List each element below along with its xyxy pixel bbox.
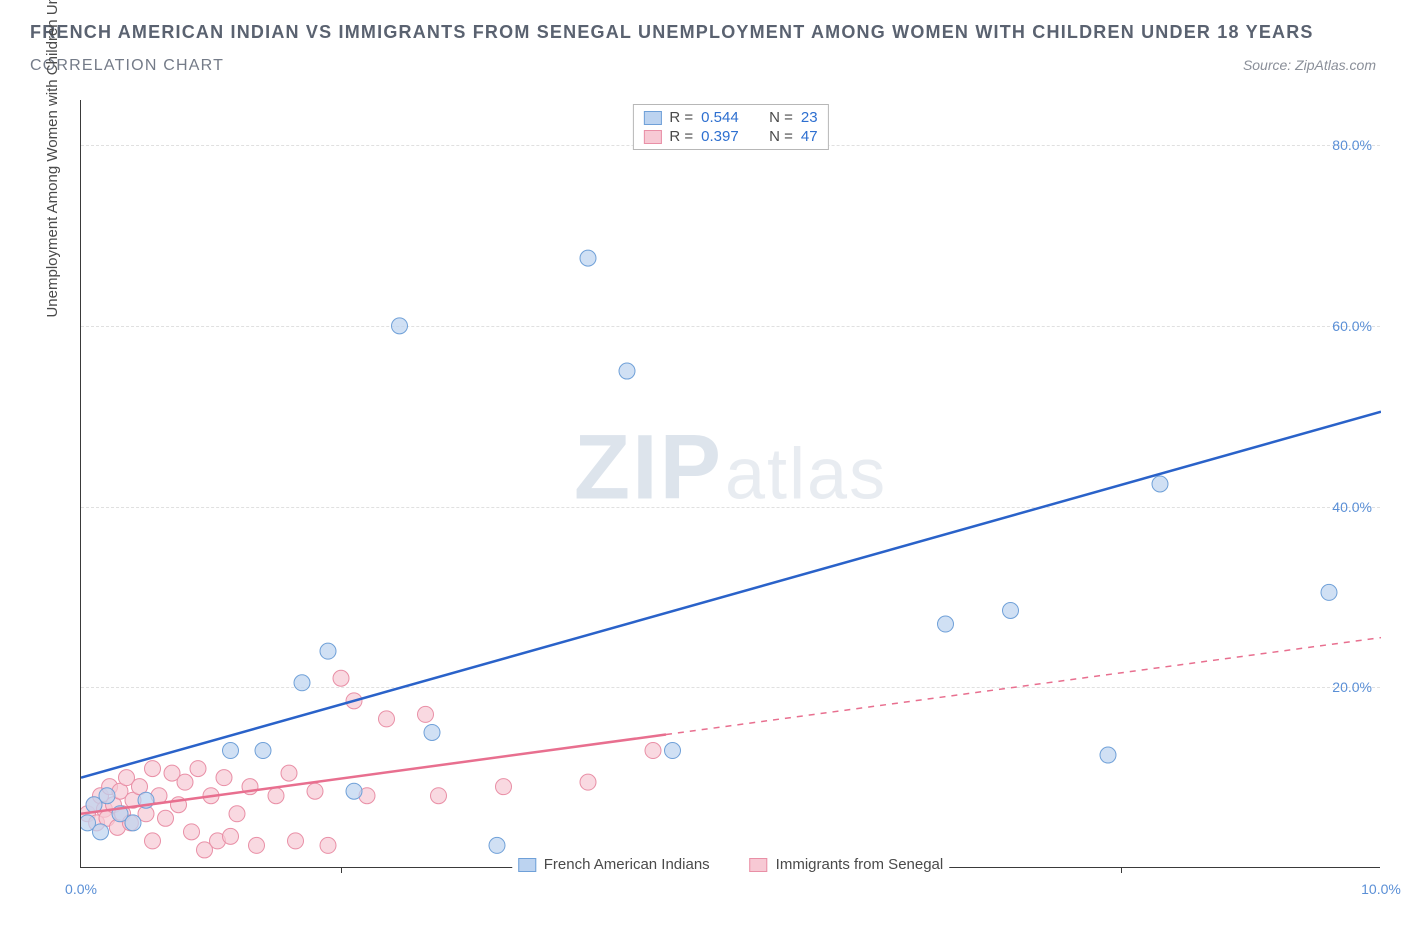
chart-header: FRENCH AMERICAN INDIAN VS IMMIGRANTS FRO… [0, 0, 1406, 75]
series2-r-value: 0.397 [701, 128, 753, 145]
series1-r-value: 0.544 [701, 109, 753, 126]
scatter-plot [81, 100, 1381, 868]
y-tick-label: 20.0% [1332, 679, 1372, 695]
series1-n-value: 23 [801, 109, 818, 126]
legend-label-series2: Immigrants from Senegal [776, 856, 944, 873]
r-label: R = [669, 128, 693, 145]
x-tick-label: 0.0% [65, 881, 97, 897]
legend-chip-series1 [518, 858, 536, 872]
stats-box: R = 0.544 N = 23 R = 0.397 N = 47 [632, 104, 828, 150]
n-label: N = [769, 128, 793, 145]
chart-area: Unemployment Among Women with Children U… [30, 100, 1380, 900]
subtitle-row: CORRELATION CHART Source: ZipAtlas.com [30, 57, 1376, 75]
y-tick-label: 40.0% [1332, 499, 1372, 515]
n-label: N = [769, 109, 793, 126]
y-tick-label: 60.0% [1332, 318, 1372, 334]
source-attribution: Source: ZipAtlas.com [1243, 57, 1376, 73]
stats-row-series2: R = 0.397 N = 47 [643, 128, 817, 145]
chart-title: FRENCH AMERICAN INDIAN VS IMMIGRANTS FRO… [30, 22, 1376, 43]
legend-chip-series2 [750, 858, 768, 872]
plot-frame: ZIP atlas R = 0.544 N = 23 R = 0.397 N =… [80, 100, 1380, 868]
stats-row-series1: R = 0.544 N = 23 [643, 109, 817, 126]
y-tick-label: 80.0% [1332, 137, 1372, 153]
r-label: R = [669, 109, 693, 126]
series2-chip [643, 130, 661, 144]
series1-chip [643, 111, 661, 125]
y-axis-label: Unemployment Among Women with Children U… [44, 0, 61, 318]
x-tick-label: 10.0% [1361, 881, 1401, 897]
legend: French American Indians Immigrants from … [512, 856, 950, 873]
legend-item-series2: Immigrants from Senegal [750, 856, 944, 873]
legend-label-series1: French American Indians [544, 856, 710, 873]
series2-n-value: 47 [801, 128, 818, 145]
legend-item-series1: French American Indians [518, 856, 710, 873]
